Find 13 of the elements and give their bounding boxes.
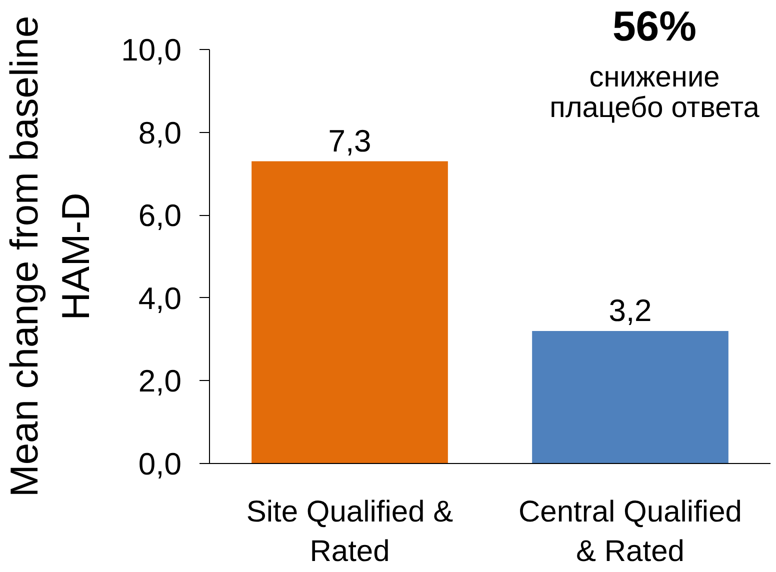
y-tick-label: 2,0 (138, 364, 182, 399)
y-tick-label: 6,0 (138, 198, 182, 234)
annotation: снижение плацебо ответа (550, 62, 760, 124)
y-tick-label: 4,0 (138, 280, 182, 316)
y-tick-label: 10,0 (121, 32, 182, 68)
data-label: 7,3 (328, 123, 372, 158)
y-tick-label: 0,0 (138, 446, 182, 482)
x-tick-label: Site Qualified & Rated (246, 496, 454, 568)
x-tick-label: Central Qualified & Rated (518, 496, 742, 568)
data-label: 3,2 (608, 293, 652, 328)
text: 56% (612, 2, 696, 50)
y-tick-label: 8,0 (138, 115, 182, 150)
y-axis-title: Mean change from baseline HAM-D (4, 16, 98, 498)
